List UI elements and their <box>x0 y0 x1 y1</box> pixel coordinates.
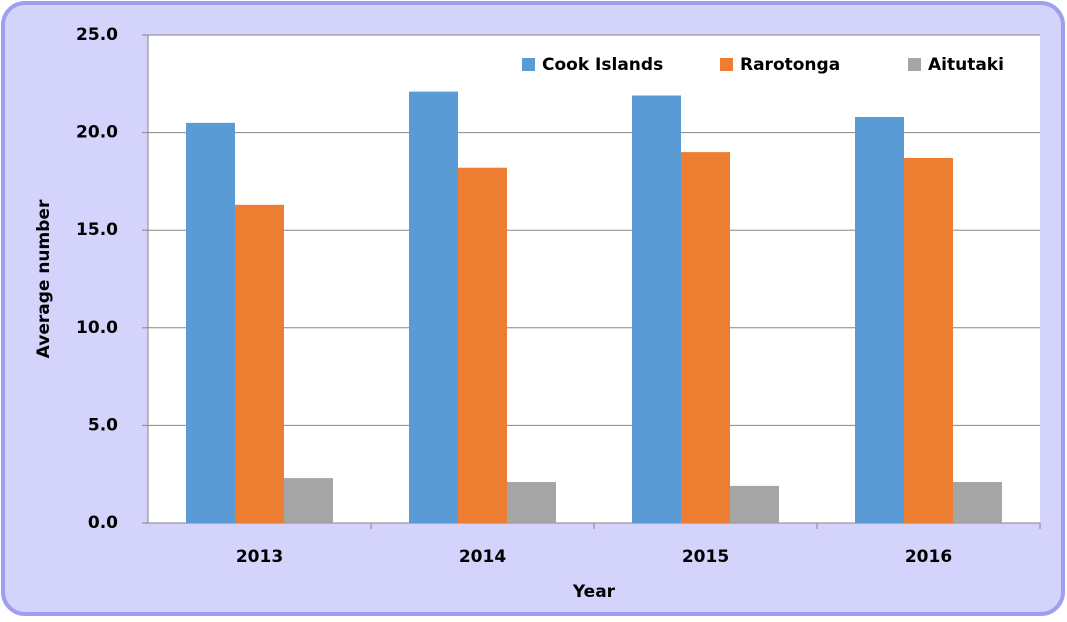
legend-swatch <box>522 58 535 71</box>
bar <box>632 95 681 524</box>
legend-label: Rarotonga <box>740 55 840 75</box>
x-tick-label: 2015 <box>682 547 729 567</box>
y-tick-label: 0.0 <box>88 513 118 533</box>
legend-swatch <box>908 58 921 71</box>
y-axis-title: Average number <box>34 199 54 358</box>
y-tick-label: 20.0 <box>76 123 118 143</box>
x-tick-label: 2014 <box>459 547 506 567</box>
bar <box>681 152 730 523</box>
bar <box>953 482 1002 523</box>
bar <box>507 482 556 523</box>
y-tick-label: 15.0 <box>76 220 118 240</box>
legend-label: Cook Islands <box>542 55 663 75</box>
bar <box>458 167 507 523</box>
bar <box>186 122 235 523</box>
bar <box>235 204 284 523</box>
bar <box>284 478 333 523</box>
y-tick-label: 5.0 <box>88 415 118 435</box>
bar <box>409 91 458 523</box>
x-tick-label: 2016 <box>905 547 952 567</box>
y-tick-label: 10.0 <box>76 318 118 338</box>
y-tick-label: 25.0 <box>76 25 118 45</box>
x-tick-label: 2013 <box>236 547 283 567</box>
bar <box>904 157 953 523</box>
x-axis-title: Year <box>572 582 616 602</box>
legend-swatch <box>720 58 733 71</box>
bar <box>730 485 779 523</box>
legend-label: Aitutaki <box>928 55 1004 75</box>
bar <box>855 116 904 523</box>
